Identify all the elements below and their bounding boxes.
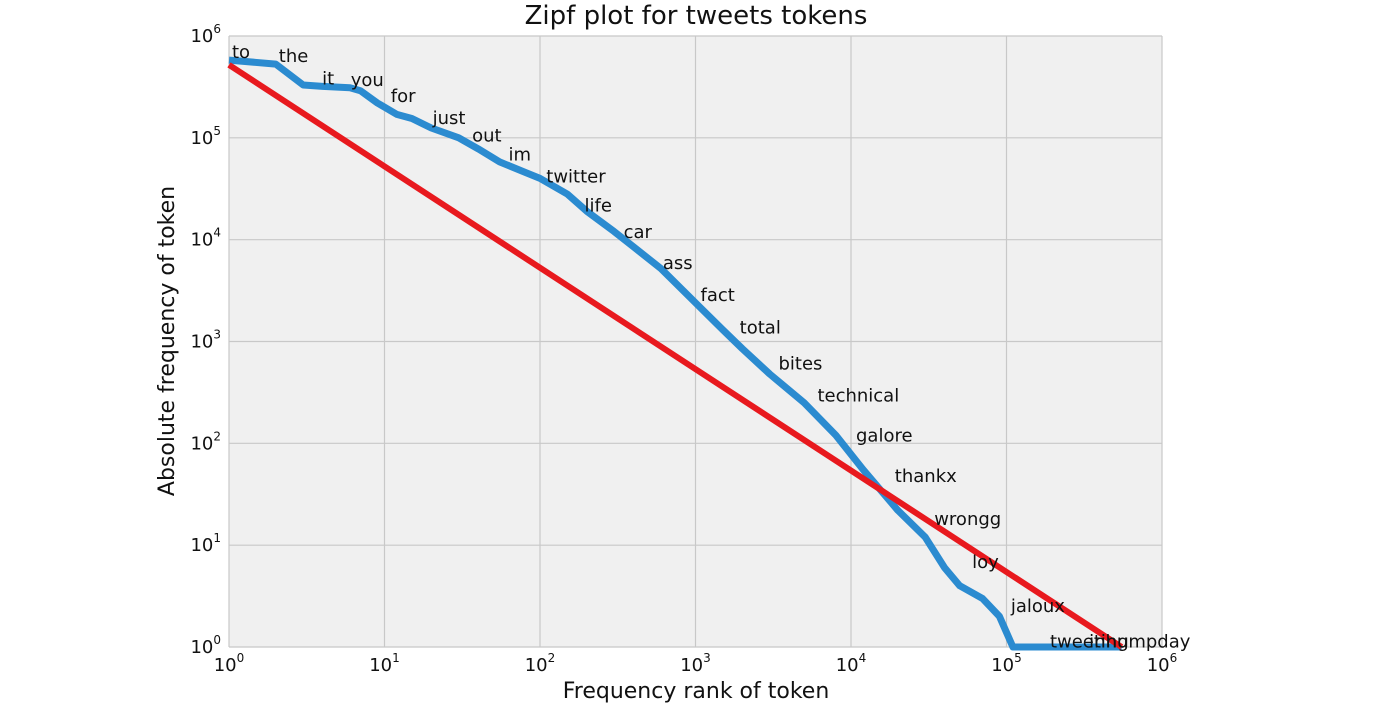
token-label: twitter: [546, 166, 606, 187]
y-tick-label: 101: [190, 531, 221, 556]
x-tick-exponent: 3: [703, 651, 711, 665]
y-tick-base: 10: [190, 535, 213, 556]
x-tick-label: 102: [525, 651, 556, 676]
x-tick-base: 10: [525, 655, 548, 676]
y-tick-exponent: 2: [213, 429, 221, 443]
y-tick-label: 106: [190, 22, 221, 47]
y-tick-exponent: 5: [213, 124, 221, 138]
x-tick-label: 103: [680, 651, 711, 676]
token-label: to: [232, 42, 250, 63]
y-tick-exponent: 1: [213, 531, 221, 545]
x-tick-base: 10: [836, 655, 859, 676]
y-tick-label: 104: [190, 226, 221, 251]
token-label: technical: [817, 386, 899, 407]
token-label: it: [322, 68, 334, 89]
series-zipf-fit: [227, 62, 1124, 650]
x-tick-label: 106: [1147, 651, 1178, 676]
y-tick-exponent: 4: [213, 226, 221, 240]
x-tick-label: 101: [369, 651, 400, 676]
y-tick-exponent: 3: [213, 328, 221, 342]
y-tick-label: 105: [190, 124, 221, 149]
x-tick-base: 10: [680, 655, 703, 676]
token-label: for: [391, 86, 416, 107]
chart-title: Zipf plot for tweets tokens: [525, 1, 868, 31]
x-tick-exponent: 2: [548, 651, 556, 665]
y-tick-base: 10: [190, 433, 213, 454]
series-token-frequency: [228, 56, 1122, 651]
token-label: loy: [972, 552, 999, 573]
y-tick-label: 102: [190, 429, 221, 454]
token-label: bites: [779, 353, 823, 374]
token-label: galore: [856, 425, 913, 446]
token-label: im: [509, 145, 532, 166]
y-axis-label: Absolute frequency of token: [155, 186, 180, 496]
y-tick-exponent: 6: [213, 22, 221, 36]
x-tick-base: 10: [369, 655, 392, 676]
x-tick-base: 10: [1147, 655, 1170, 676]
token-label: fact: [700, 285, 734, 306]
y-tick-label: 103: [190, 328, 221, 353]
x-tick-label: 105: [991, 651, 1022, 676]
token-label: the: [279, 46, 309, 67]
x-tick-label: 100: [214, 651, 245, 676]
x-tick-base: 10: [991, 655, 1014, 676]
y-tick-base: 10: [190, 332, 213, 353]
x-axis-label: Frequency rank of token: [563, 679, 830, 704]
x-tick-exponent: 6: [1170, 651, 1178, 665]
token-label: thankx: [895, 466, 957, 487]
token-label: just: [432, 108, 466, 129]
x-tick-exponent: 0: [237, 651, 245, 665]
token-label: inhumpday: [1089, 631, 1191, 652]
grid-lines: [228, 35, 1163, 648]
x-tick-exponent: 1: [392, 651, 400, 665]
token-label: jaloux: [1010, 596, 1065, 617]
token-label: tweeting: [1050, 631, 1129, 652]
x-tick-base: 10: [214, 655, 237, 676]
token-label: wrongg: [934, 509, 1001, 530]
y-tick-base: 10: [190, 128, 213, 149]
token-label: out: [472, 125, 501, 146]
y-tick-base: 10: [190, 637, 213, 658]
x-tick-exponent: 5: [1014, 651, 1022, 665]
x-tick-exponent: 4: [859, 651, 867, 665]
token-label: ass: [663, 253, 693, 274]
x-axis-ticks: 100 101 102 103 104 105 106: [214, 651, 1178, 676]
y-tick-base: 10: [190, 230, 213, 251]
token-label: total: [740, 317, 781, 338]
token-label: you: [351, 70, 384, 91]
token-label: car: [624, 222, 653, 243]
series-lines: [227, 56, 1124, 651]
y-tick-base: 10: [190, 26, 213, 47]
token-label: life: [585, 196, 612, 217]
x-tick-label: 104: [836, 651, 867, 676]
y-tick-label: 100: [190, 633, 221, 658]
y-tick-exponent: 0: [213, 633, 221, 647]
